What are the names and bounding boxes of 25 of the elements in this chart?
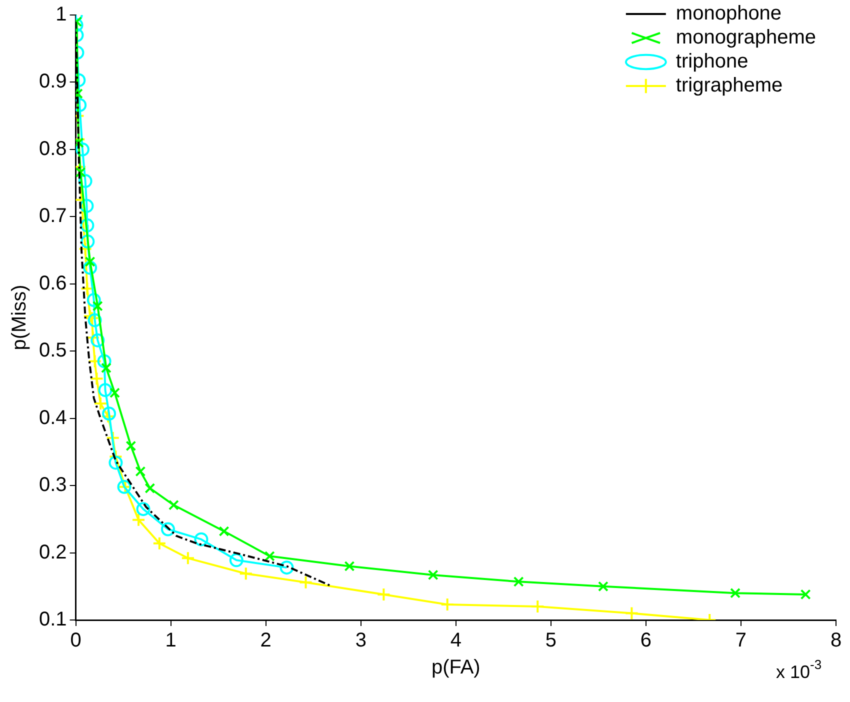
legend-label: trigrapheme (676, 74, 783, 97)
x-tick-label: 4 (450, 630, 462, 652)
legend-label: monophone (676, 2, 782, 25)
x-tick-label: 2 (260, 630, 272, 652)
x-tick-label: 8 (830, 630, 842, 652)
y-tick-label: 0.4 (38, 406, 67, 429)
x-tick-label: 7 (735, 630, 747, 652)
x-tick-label: 6 (640, 630, 652, 652)
legend-label: triphone (676, 50, 748, 73)
y-axis-title: p(Miss) (8, 284, 31, 350)
y-tick-label: 0.7 (38, 205, 67, 228)
x-tick-label: 3 (355, 630, 366, 652)
y-tick-label: 0.6 (38, 272, 67, 294)
x-tick-label: 1 (165, 630, 176, 652)
y-tick-label: 0.9 (38, 70, 67, 93)
x-tick-label: 0 (70, 630, 82, 652)
x-axis-title: p(FA) (431, 656, 480, 679)
y-tick-label: 0.5 (38, 340, 67, 362)
y-tick-label: 0.1 (38, 608, 67, 631)
y-tick-label: 0.3 (38, 474, 67, 496)
y-tick-label: 0.8 (38, 138, 67, 160)
y-tick-label: 1 (56, 4, 67, 26)
x-tick-label: 5 (545, 630, 556, 652)
legend-label: monographeme (676, 26, 816, 49)
y-tick-label: 0.2 (38, 541, 67, 564)
